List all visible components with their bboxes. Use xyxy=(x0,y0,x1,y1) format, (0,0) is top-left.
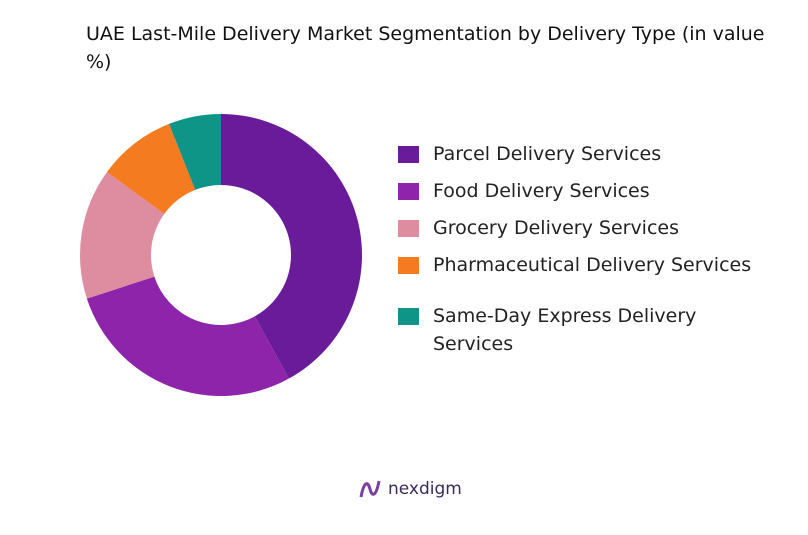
legend-label: Pharmaceutical Delivery Services xyxy=(433,254,752,276)
legend-item: Parcel Delivery Services xyxy=(398,140,768,168)
legend: Parcel Delivery Services Food Delivery Se… xyxy=(398,140,768,358)
donut-slice xyxy=(106,123,196,214)
legend-item: Same-Day Express Delivery Services xyxy=(398,302,768,358)
legend-item: Food Delivery Services xyxy=(398,177,768,205)
brand-logo xyxy=(359,480,381,498)
legend-label: Food Delivery Services xyxy=(433,180,650,202)
chart-title: UAE Last-Mile Delivery Market Segmentati… xyxy=(86,23,765,73)
legend-item: Grocery Delivery Services xyxy=(398,214,768,242)
legend-item: Pharmaceutical Delivery Services xyxy=(398,251,768,279)
legend-swatch xyxy=(398,146,419,163)
donut-slice xyxy=(221,114,362,379)
donut-slice xyxy=(169,114,221,190)
legend-label: Grocery Delivery Services xyxy=(433,217,679,239)
legend-label: Parcel Delivery Services xyxy=(433,143,662,165)
legend-swatch xyxy=(398,183,419,200)
legend-swatch xyxy=(398,220,419,237)
donut-slice xyxy=(80,172,165,299)
donut-slice xyxy=(86,276,289,396)
brand-name: nexdigm xyxy=(388,479,462,499)
legend-label: Same-Day Express Delivery Services xyxy=(433,305,697,355)
legend-swatch xyxy=(398,257,419,274)
legend-swatch xyxy=(398,308,419,325)
brand: nexdigm xyxy=(358,477,462,501)
